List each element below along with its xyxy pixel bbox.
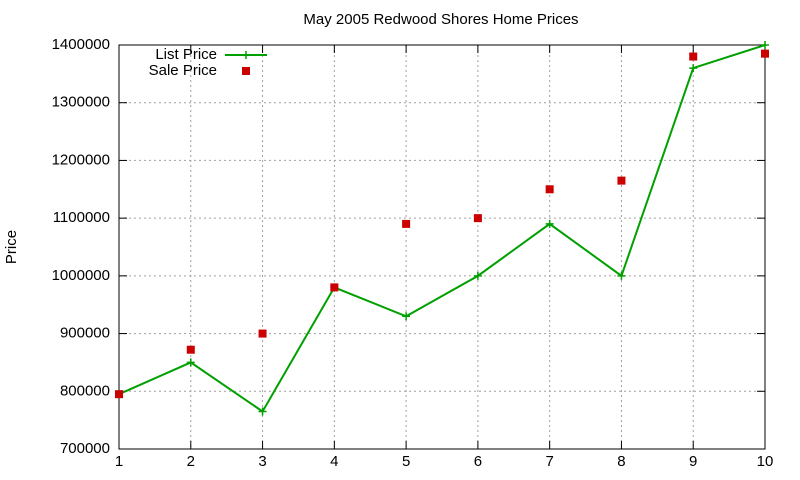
point-marker [689,52,698,61]
point-marker [617,176,626,185]
point-marker [330,283,339,292]
x-tick-label: 3 [258,453,266,470]
x-tick-label: 4 [330,453,338,470]
y-tick-label: 700000 [60,440,110,457]
point-marker [402,312,411,321]
x-tick-label: 1 [115,453,123,470]
series-line [118,44,766,413]
point-marker [545,219,554,228]
legend-label: List Price [155,46,217,63]
point-marker [761,49,769,58]
x-tick-label: 2 [187,453,195,470]
plot-frame [118,44,766,450]
point-marker [689,64,698,73]
point-marker [258,329,267,338]
y-tick-label: 1300000 [52,94,110,111]
point-marker [473,214,482,223]
point-marker [761,41,769,49]
point-marker [402,219,411,228]
y-tick-label: 900000 [60,325,110,342]
point-marker [258,407,267,416]
y-axis-label: Price [3,230,20,264]
y-tick-label: 1100000 [53,209,110,226]
x-tick-label: 5 [402,453,410,470]
x-tick-label: 6 [474,453,482,470]
x-tick-label: 7 [545,453,553,470]
chart-title: May 2005 Redwood Shores Home Prices [303,11,578,28]
point-marker [545,185,554,194]
y-tick-label: 800000 [60,382,110,399]
x-tick-label: 10 [757,453,774,470]
x-tick-label: 8 [617,453,625,470]
legend-label: Sale Price [149,62,217,79]
point-marker [115,390,123,399]
point-marker [473,271,482,280]
legend-marker [242,51,250,59]
x-tick-label: 9 [689,453,697,470]
legend-marker [242,67,250,75]
point-marker [186,345,195,354]
point-marker [186,358,195,367]
y-tick-label: 1000000 [52,267,110,284]
y-tick-label: 1200000 [52,151,110,168]
y-tick-label: 1400000 [52,36,110,53]
point-marker [617,271,626,280]
